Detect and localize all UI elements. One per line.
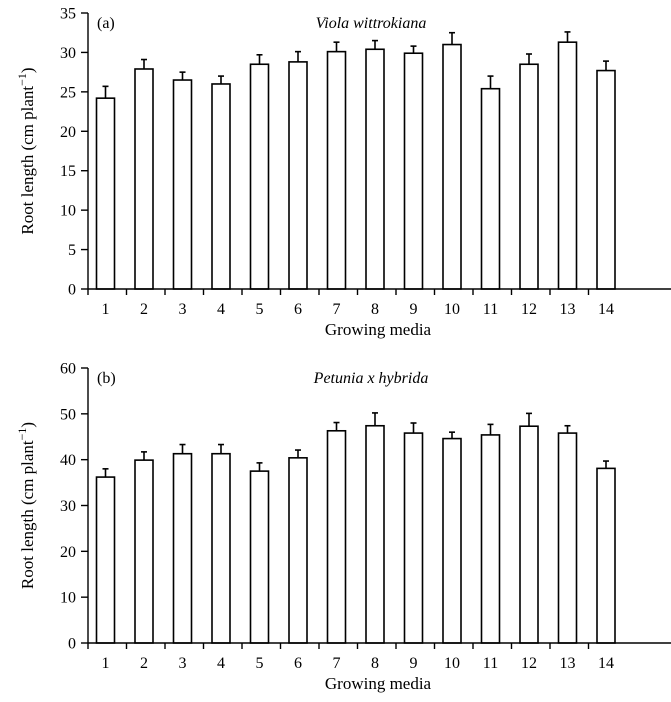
y-tick-label: 10	[60, 203, 76, 220]
bar	[211, 83, 231, 290]
y-axis-title-superscript: −1	[15, 73, 29, 86]
x-tick-label: 1	[102, 655, 110, 672]
y-axis-title-main: Root length (cm plant	[18, 86, 37, 235]
x-tick-label: 14	[598, 301, 614, 318]
bar	[519, 63, 539, 290]
y-tick-label: 60	[60, 361, 76, 378]
bar	[365, 48, 385, 290]
y-tick-label: 30	[60, 498, 76, 515]
x-tick-label: 6	[294, 655, 302, 672]
bar	[95, 476, 116, 644]
bar	[326, 50, 347, 290]
x-tick-label: 14	[598, 655, 614, 672]
bar	[365, 424, 385, 644]
bar	[172, 452, 193, 644]
y-tick-label: 10	[60, 590, 76, 607]
bar	[442, 43, 462, 290]
y-axis-title-superscript: −1	[15, 428, 29, 441]
bar	[134, 68, 154, 290]
x-tick-label: 11	[483, 301, 498, 318]
x-tick-label: 6	[294, 301, 302, 318]
y-tick-label: 50	[60, 406, 76, 423]
y-tick-label: 0	[68, 636, 76, 653]
bar	[480, 87, 501, 290]
y-axis-title-main: Root length (cm plant	[18, 440, 37, 589]
bar	[249, 470, 270, 644]
x-tick-label: 5	[256, 301, 264, 318]
x-tick-label: 9	[410, 301, 418, 318]
x-tick-label: 4	[217, 301, 225, 318]
x-tick-label: 3	[179, 655, 187, 672]
bar	[480, 434, 501, 644]
y-tick-label: 30	[60, 45, 76, 62]
x-tick-label: 9	[410, 655, 418, 672]
bar	[596, 467, 616, 644]
y-axis-title-close: )	[18, 67, 37, 73]
x-tick-label: 2	[140, 655, 148, 672]
x-tick-label: 13	[560, 301, 576, 318]
x-tick-label: 3	[179, 301, 187, 318]
bar	[557, 41, 578, 290]
y-tick-label: 40	[60, 452, 76, 469]
x-tick-label: 11	[483, 655, 498, 672]
y-tick-label: 35	[60, 6, 76, 23]
y-axis-title: Root length (cm plant−1)	[15, 67, 37, 234]
bar	[134, 459, 154, 644]
x-tick-label: 5	[256, 655, 264, 672]
x-axis-title: Growing media	[325, 674, 432, 693]
bar	[557, 432, 578, 644]
x-axis-title: Growing media	[325, 320, 432, 339]
bar	[95, 97, 116, 290]
bar	[596, 69, 616, 290]
y-tick-label: 20	[60, 544, 76, 561]
x-tick-label: 1	[102, 301, 110, 318]
bar	[288, 457, 308, 644]
bar	[249, 63, 270, 290]
y-tick-label: 15	[60, 163, 76, 180]
bar	[326, 429, 347, 644]
bar	[288, 61, 308, 290]
bar	[442, 437, 462, 644]
x-tick-label: 10	[444, 301, 460, 318]
y-axis-title-close: )	[18, 422, 37, 428]
y-tick-label: 20	[60, 124, 76, 141]
x-tick-label: 8	[371, 301, 379, 318]
y-tick-label: 25	[60, 84, 76, 101]
panel-label: (b)	[97, 370, 116, 387]
y-tick-label: 5	[68, 242, 76, 259]
bar	[519, 425, 539, 644]
bar	[403, 432, 424, 644]
x-tick-label: 2	[140, 301, 148, 318]
panel-label: (a)	[97, 15, 115, 32]
x-tick-label: 7	[333, 655, 341, 672]
chart-title: Petunia x hybrida	[313, 370, 429, 387]
bar	[172, 79, 193, 290]
x-tick-label: 12	[521, 301, 537, 318]
bar	[211, 452, 231, 644]
x-tick-label: 4	[217, 655, 225, 672]
x-tick-label: 10	[444, 655, 460, 672]
chart-title: Viola wittrokiana	[316, 15, 427, 32]
y-axis-title: Root length (cm plant−1)	[15, 422, 37, 589]
bar	[403, 52, 424, 290]
x-tick-label: 13	[560, 655, 576, 672]
y-tick-label: 0	[68, 282, 76, 299]
x-tick-label: 8	[371, 655, 379, 672]
x-tick-label: 12	[521, 655, 537, 672]
x-tick-label: 7	[333, 301, 341, 318]
